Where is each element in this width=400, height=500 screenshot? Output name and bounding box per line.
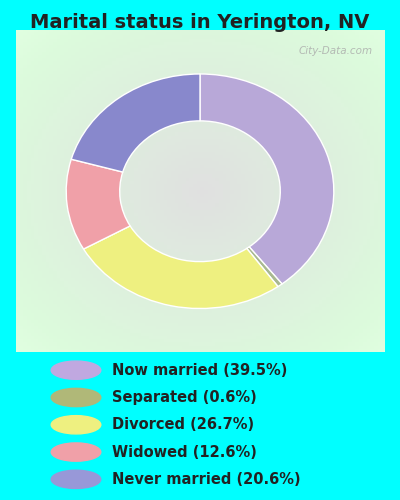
Text: Never married (20.6%): Never married (20.6%) bbox=[112, 472, 301, 487]
Circle shape bbox=[51, 470, 101, 488]
Text: Now married (39.5%): Now married (39.5%) bbox=[112, 362, 287, 378]
Wedge shape bbox=[66, 159, 130, 249]
Text: Divorced (26.7%): Divorced (26.7%) bbox=[112, 418, 254, 432]
Wedge shape bbox=[84, 226, 278, 308]
Text: Separated (0.6%): Separated (0.6%) bbox=[112, 390, 257, 405]
Text: Marital status in Yerington, NV: Marital status in Yerington, NV bbox=[30, 13, 370, 32]
Text: Widowed (12.6%): Widowed (12.6%) bbox=[112, 444, 257, 460]
Circle shape bbox=[51, 416, 101, 434]
Circle shape bbox=[51, 443, 101, 461]
Text: City-Data.com: City-Data.com bbox=[299, 46, 373, 56]
Wedge shape bbox=[200, 74, 334, 284]
Circle shape bbox=[51, 361, 101, 380]
Wedge shape bbox=[71, 74, 200, 172]
Wedge shape bbox=[247, 247, 282, 286]
Circle shape bbox=[51, 388, 101, 406]
